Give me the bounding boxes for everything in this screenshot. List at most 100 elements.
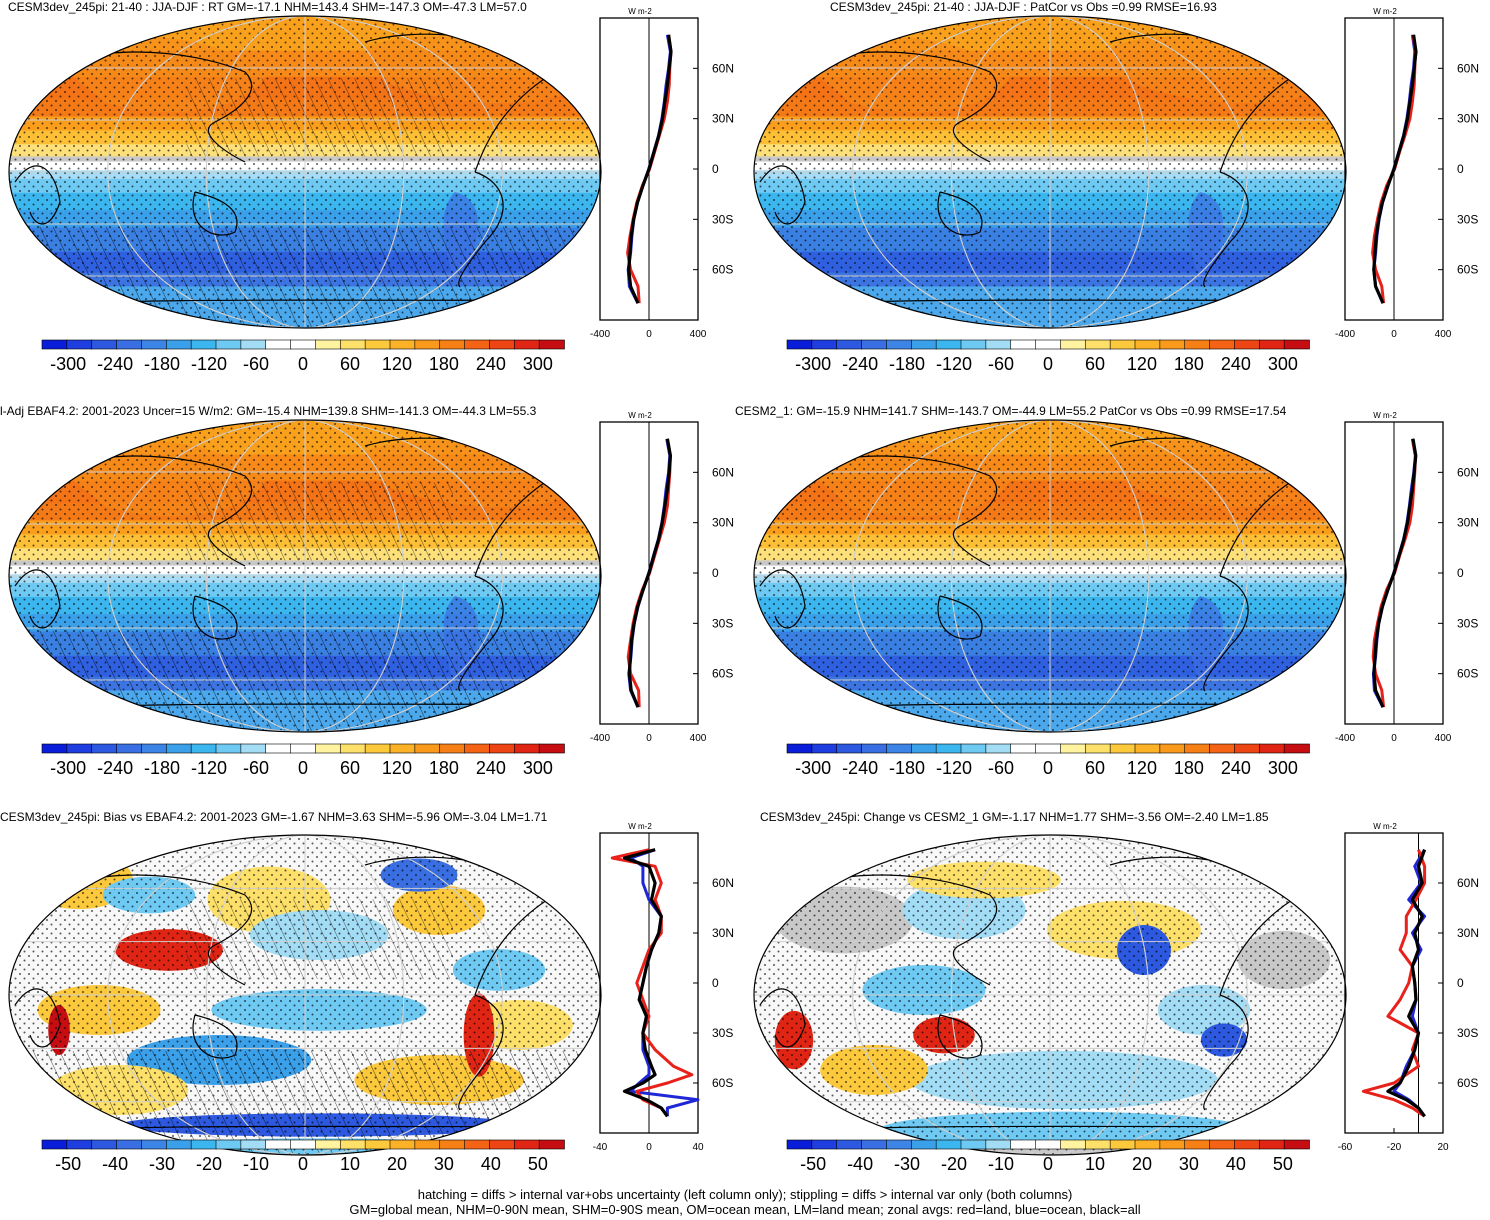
x-tick-label: -400 [590,329,610,340]
colorbar-swatch [1283,743,1310,754]
colorbar-swatch [513,339,540,350]
panel-title: CESM3dev_245pi: 21-40 : JJA-DJF : RT GM=… [8,0,527,14]
colorbar-tick-label: 20 [387,1154,407,1174]
x-tick-label: 400 [1435,733,1452,744]
colorbar-tick-label: 20 [1132,1154,1152,1174]
colorbar-tick-label: -60 [243,758,269,778]
colorbar-tick-label: 0 [1043,758,1053,778]
colorbar-tick-label: -120 [936,758,972,778]
map-border [753,419,1347,733]
x-tick-label: 20 [1437,1142,1449,1153]
colorbar-swatch [786,743,813,754]
lat-tick-label: 30S [712,1026,733,1040]
colorbar-swatch [290,743,317,754]
colorbar-tick-label: 180 [1174,354,1204,374]
colorbar-swatch [439,339,466,350]
map-plot: -300 -240 -180 -120 -60 0 60 120 180 240 300 -400 0 4… [753,7,1479,374]
map-border [8,834,602,1156]
colorbar-swatch [811,1139,838,1150]
colorbar-tick-label: -300 [795,758,831,778]
lat-tick-label: 0 [1457,162,1464,176]
lat-tick-label: 30S [712,212,733,226]
map-border [753,834,1347,1156]
colorbar-swatch [190,1139,217,1150]
units-label: W m-2 [1373,7,1397,16]
colorbar: -300 -240 -180 -120 -60 0 60 120 180 240 300 [41,339,565,374]
colorbar-tick-label: 120 [1127,758,1157,778]
colorbar-swatch [1234,743,1261,754]
colorbar-swatch [265,339,292,350]
zonal-line-all [627,438,672,708]
x-tick-label: -400 [590,733,610,744]
colorbar-swatch [215,1139,242,1150]
colorbar-swatch [141,1139,168,1150]
colorbar-swatch [836,339,863,350]
colorbar-tick-label: 180 [429,758,459,778]
x-tick-label: 40 [692,1142,704,1153]
lat-tick-label: 60N [712,876,734,890]
colorbar-swatch [240,1139,267,1150]
zonal-line-land [1361,849,1427,1118]
map-border [8,15,602,329]
colorbar-swatch [985,339,1012,350]
colorbar-tick-label: 300 [523,758,553,778]
colorbar-swatch [66,339,93,350]
colorbar-swatch [91,1139,118,1150]
colorbar-swatch [116,1139,143,1150]
lat-tick-label: 0 [712,976,719,990]
colorbar-tick-label: 300 [523,354,553,374]
lat-tick-label: 60N [712,61,734,75]
colorbar-tick-label: 10 [340,1154,360,1174]
colorbar-swatch [1035,1139,1062,1150]
colorbar-swatch [1209,339,1236,350]
colorbar-swatch [861,1139,888,1150]
colorbar-swatch [513,1139,540,1150]
lat-tick-label: 30S [1457,616,1478,630]
colorbar-swatch [538,743,565,754]
x-tick-label: 400 [690,733,707,744]
colorbar-swatch [910,743,937,754]
colorbar-swatch [414,1139,441,1150]
colorbar-swatch [786,339,813,350]
colorbar-swatch [1234,339,1261,350]
units-label: W m-2 [1373,411,1397,420]
colorbar-tick-label: -240 [842,758,878,778]
colorbar-tick-label: 60 [1085,354,1105,374]
x-tick-label: 0 [646,1142,652,1153]
colorbar-swatch [339,743,366,754]
colorbar-tick-label: 60 [340,354,360,374]
x-tick-label: 400 [1435,329,1452,340]
zonal-line-all [622,848,669,1118]
colorbar-swatch [464,1139,491,1150]
x-tick-label: -60 [1338,1142,1353,1153]
colorbar-swatch [190,339,217,350]
colorbar-swatch [836,743,863,754]
colorbar-swatch [364,339,391,350]
map-plot: -300 -240 -180 -120 -60 0 60 120 180 240 300 -400 0 4… [8,411,734,778]
colorbar-swatch [1084,1139,1111,1150]
zonal-line-all [1372,438,1418,708]
colorbar-swatch [116,339,143,350]
colorbar-swatch [1109,1139,1136,1150]
colorbar-swatch [141,743,168,754]
colorbar-swatch [41,339,68,350]
colorbar-tick-label: 180 [429,354,459,374]
colorbar-tick-label: -50 [800,1154,826,1174]
lat-tick-label: 60S [712,667,733,681]
colorbar-swatch [1184,1139,1211,1150]
x-tick-label: 0 [646,733,652,744]
colorbar-swatch [861,339,888,350]
colorbar-swatch [1035,339,1062,350]
colorbar-tick-label: 50 [528,1154,548,1174]
colorbar-swatch [215,743,242,754]
colorbar-swatch [1060,1139,1087,1150]
colorbar-tick-label: 0 [1043,354,1053,374]
x-tick-label: 0 [646,329,652,340]
colorbar-tick-label: 30 [1179,1154,1199,1174]
colorbar: -300 -240 -180 -120 -60 0 60 120 180 240 300 [786,339,1310,374]
colorbar-swatch [215,339,242,350]
colorbar-swatch [315,1139,342,1150]
colorbar-tick-label: -20 [941,1154,967,1174]
colorbar-swatch [489,743,516,754]
colorbar-tick-label: -300 [50,354,86,374]
